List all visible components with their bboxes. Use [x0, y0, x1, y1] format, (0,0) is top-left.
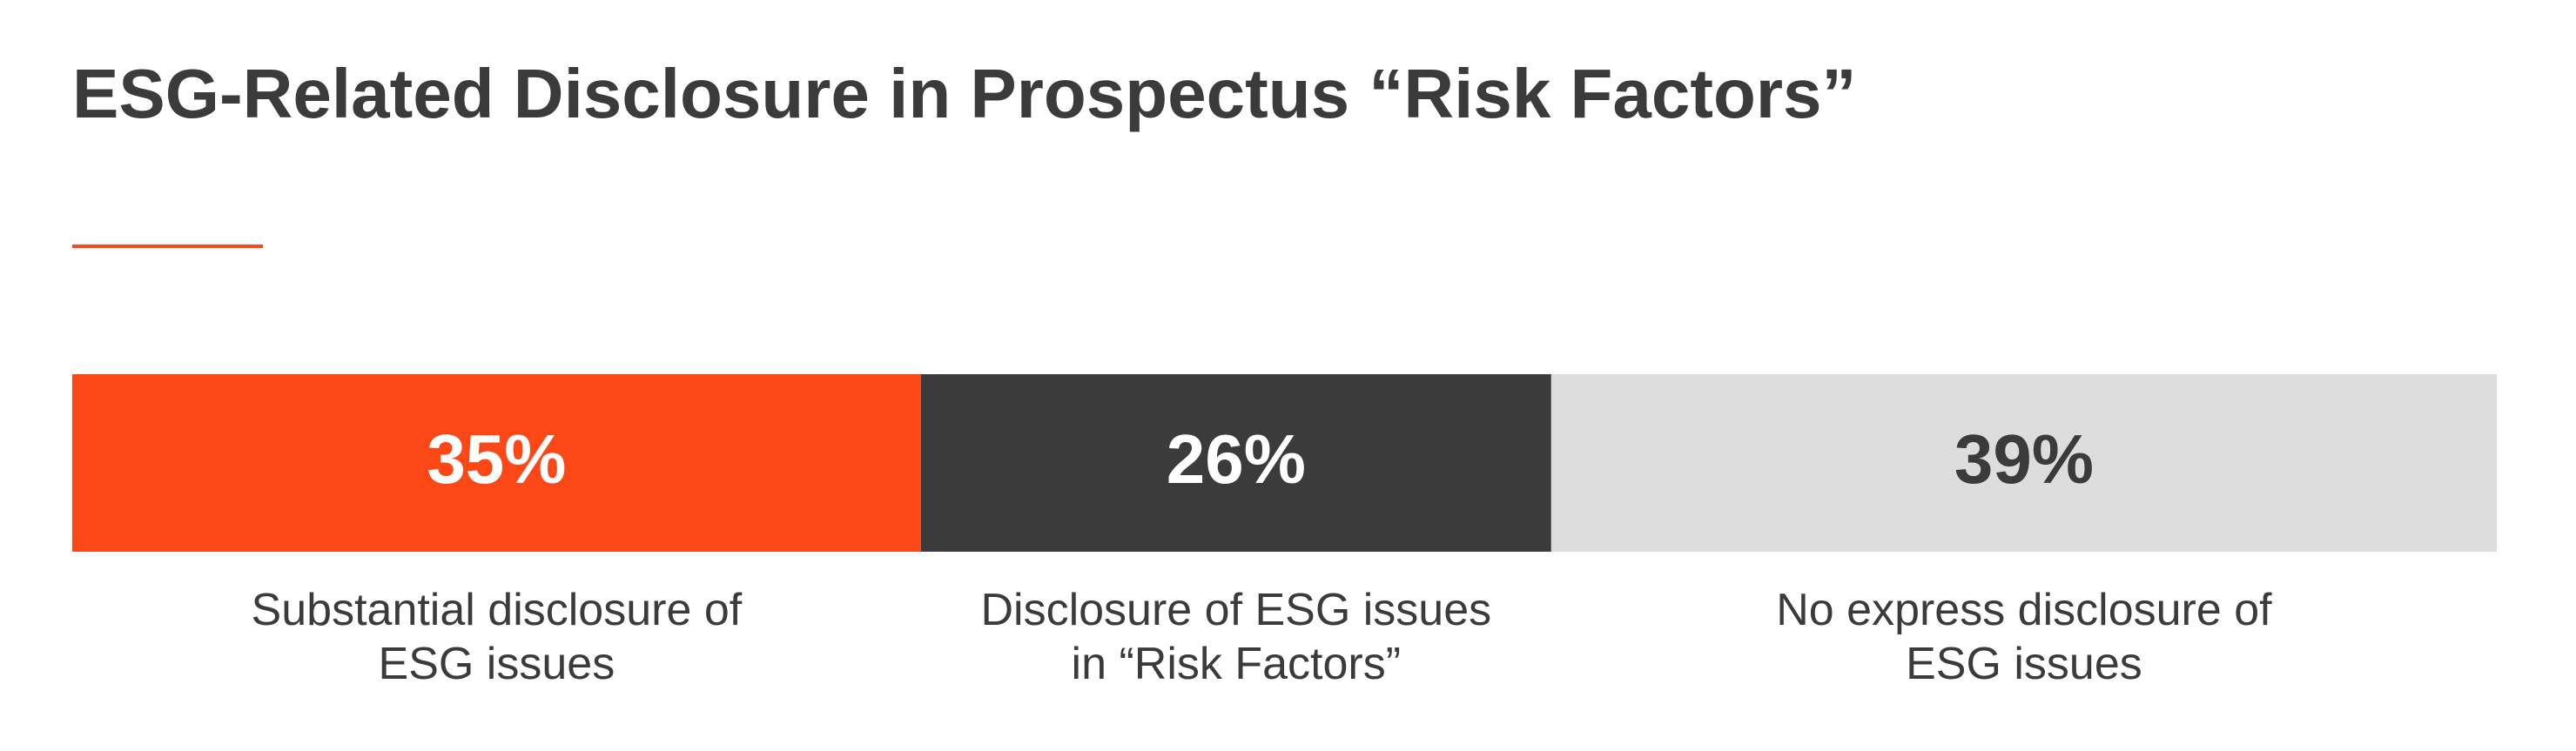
title-rule [72, 245, 263, 248]
category-label: Disclosure of ESG issues in “Risk Factor… [980, 585, 1492, 689]
chart-title: ESG-Related Disclosure in Prospectus “Ri… [72, 55, 1857, 132]
value-label: 39% [1954, 420, 2094, 498]
category-label: No express disclosure of ESG issues [1776, 585, 2272, 689]
bar-segment [72, 374, 921, 552]
bar-segment [1550, 374, 2497, 552]
category-label: Substantial disclosure of ESG issues [251, 585, 743, 689]
bar-segment [920, 374, 1551, 552]
value-label: 35% [427, 420, 566, 498]
value-label: 26% [1167, 420, 1306, 498]
